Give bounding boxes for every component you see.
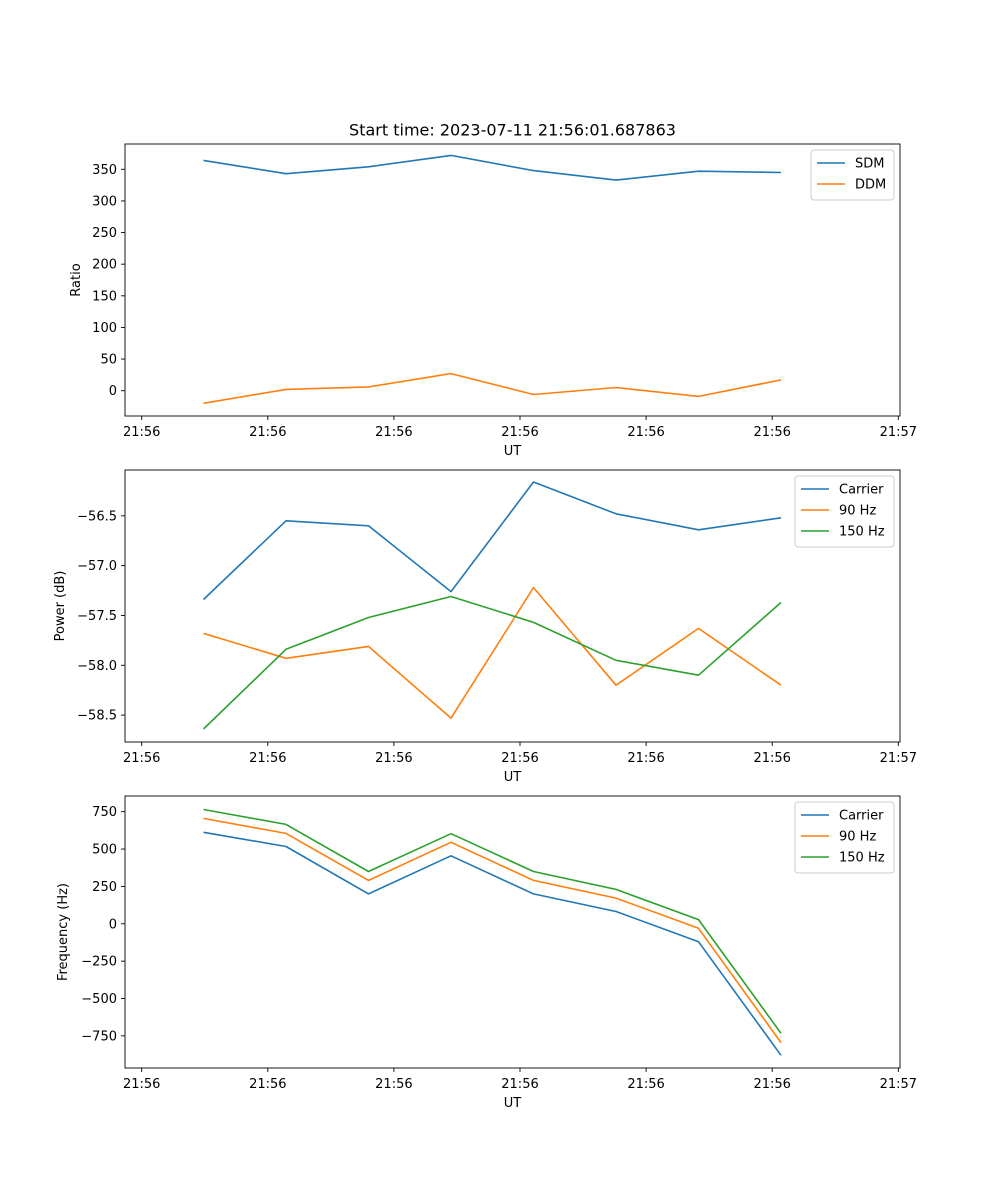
power-panel: 21:56 21:56 21:56 21:56 21:56 21:56 21:57 −58.5… <box>53 469 917 785</box>
y-tick-label: 150 <box>92 289 117 304</box>
x-tick-label: 21:56 <box>375 751 412 766</box>
y-tick-label: 350 <box>92 163 117 178</box>
legend-label: 90 Hz <box>839 504 876 519</box>
y-tick-label: 750 <box>92 805 117 820</box>
legend-label: 90 Hz <box>839 830 876 845</box>
x-tick-label: 21:57 <box>880 751 917 766</box>
series-line-sdm <box>203 154 782 181</box>
x-tick-label: 21:56 <box>753 751 790 766</box>
x-axis-label: UT <box>504 1096 522 1111</box>
y-tick-label: 250 <box>92 880 117 895</box>
y-axis-label: Frequency (Hz) <box>56 883 71 981</box>
x-tick-label: 21:56 <box>627 425 664 440</box>
x-tick-label: 21:56 <box>249 1077 286 1092</box>
x-tick-label: 21:56 <box>753 425 790 440</box>
y-tick-label: −58.5 <box>77 709 117 724</box>
legend-label: 150 Hz <box>839 525 885 540</box>
y-tick-label: 100 <box>92 321 117 336</box>
x-tick-label: 21:56 <box>501 751 538 766</box>
x-tick-label: 21:56 <box>249 425 286 440</box>
x-tick-label: 21:56 <box>375 425 412 440</box>
x-tick-label: 21:56 <box>249 751 286 766</box>
y-tick-label: 0 <box>109 384 117 399</box>
y-tick-label: 300 <box>92 194 117 209</box>
legend-label: Carrier <box>839 483 884 498</box>
x-tick-label: 21:56 <box>753 1077 790 1092</box>
legend: Carrier 90 Hz 150 Hz <box>794 475 895 548</box>
frequency-panel: 21:56 21:56 21:56 21:56 21:56 21:56 21:57 −750 −… <box>56 795 917 1111</box>
legend: Carrier 90 Hz 150 Hz <box>794 801 895 874</box>
x-tick-label: 21:56 <box>627 1077 664 1092</box>
ratio-panel: 21:56 21:56 21:56 21:56 21:56 21:56 21:57 0 50 10… <box>69 143 917 459</box>
legend: SDM DDM <box>810 149 895 201</box>
legend-label: DDM <box>855 178 886 193</box>
y-tick-label: −500 <box>81 992 117 1007</box>
x-tick-label: 21:56 <box>501 1077 538 1092</box>
x-axis-label: UT <box>504 770 522 785</box>
legend-box <box>794 475 895 548</box>
axes-frame <box>124 143 901 417</box>
y-tick-label: 50 <box>100 353 117 368</box>
y-tick-label: −58.0 <box>77 659 117 674</box>
x-tick-label: 21:56 <box>123 425 160 440</box>
legend-label: 150 Hz <box>839 851 885 866</box>
y-axis-label: Power (dB) <box>53 571 68 642</box>
legend-label: Carrier <box>839 809 884 824</box>
y-tick-label: 200 <box>92 258 117 273</box>
axes-frame <box>124 795 901 1069</box>
x-tick-label: 21:56 <box>501 425 538 440</box>
series-line-carrier <box>202 481 782 601</box>
y-tick-label: −56.5 <box>77 509 117 524</box>
x-tick-label: 21:56 <box>375 1077 412 1092</box>
series-line-carrier <box>203 831 782 1056</box>
series-line-90-hz <box>203 817 782 1044</box>
series-line-150-hz <box>202 595 782 730</box>
y-axis-label: Ratio <box>69 263 84 296</box>
x-axis-label: UT <box>504 444 522 459</box>
y-tick-label: 500 <box>92 843 117 858</box>
legend-label: SDM <box>855 157 884 172</box>
y-tick-label: −250 <box>81 955 117 970</box>
x-tick-label: 21:56 <box>123 751 160 766</box>
series-line-150-hz <box>203 808 782 1034</box>
x-tick-label: 21:57 <box>880 425 917 440</box>
series-line-ddm <box>203 372 782 405</box>
figure-title: Start time: 2023-07-11 21:56:01.687863 <box>349 121 676 140</box>
x-tick-label: 21:56 <box>627 751 664 766</box>
x-tick-label: 21:56 <box>123 1077 160 1092</box>
y-tick-label: 250 <box>92 226 117 241</box>
y-tick-label: −57.5 <box>77 609 117 624</box>
y-tick-label: −57.0 <box>77 559 117 574</box>
axes-frame <box>124 469 901 743</box>
series-line-90-hz <box>203 586 782 719</box>
legend-box <box>794 801 895 874</box>
y-tick-label: −750 <box>81 1029 117 1044</box>
x-tick-label: 21:57 <box>880 1077 917 1092</box>
y-tick-label: 0 <box>109 917 117 932</box>
